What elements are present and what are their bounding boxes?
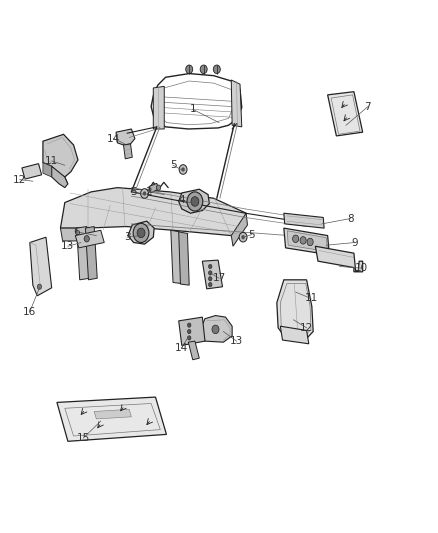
Text: 3: 3 (124, 232, 131, 242)
Text: 14: 14 (107, 134, 120, 143)
Text: 13: 13 (230, 336, 243, 346)
Circle shape (208, 277, 212, 281)
Text: 11: 11 (304, 294, 318, 303)
Circle shape (191, 197, 199, 206)
Polygon shape (179, 232, 189, 285)
Text: 2: 2 (145, 187, 152, 197)
Circle shape (156, 185, 161, 190)
Polygon shape (287, 231, 328, 252)
Circle shape (186, 65, 193, 74)
Circle shape (307, 238, 313, 246)
Circle shape (181, 167, 185, 172)
Polygon shape (315, 246, 363, 272)
Circle shape (37, 284, 42, 289)
Polygon shape (128, 221, 154, 244)
Circle shape (187, 192, 203, 211)
Circle shape (241, 235, 245, 239)
Circle shape (84, 236, 89, 242)
Text: 9: 9 (351, 238, 358, 247)
Text: 14: 14 (175, 343, 188, 352)
Polygon shape (202, 260, 223, 289)
Text: 12: 12 (13, 175, 26, 184)
Circle shape (200, 65, 207, 74)
Circle shape (300, 237, 306, 244)
Polygon shape (43, 134, 78, 177)
Text: 5: 5 (170, 160, 177, 170)
Polygon shape (60, 228, 88, 241)
Polygon shape (153, 86, 164, 129)
Circle shape (239, 232, 247, 242)
Circle shape (187, 336, 191, 340)
Text: 12: 12 (300, 323, 313, 333)
Polygon shape (60, 188, 246, 236)
Circle shape (208, 282, 212, 287)
Text: 16: 16 (23, 307, 36, 317)
Polygon shape (116, 129, 135, 145)
Polygon shape (284, 213, 324, 228)
Polygon shape (231, 80, 242, 127)
Polygon shape (43, 163, 52, 177)
Circle shape (208, 264, 212, 269)
Circle shape (143, 191, 146, 196)
Polygon shape (277, 280, 313, 338)
Polygon shape (30, 237, 52, 296)
Polygon shape (328, 92, 363, 136)
Text: 8: 8 (347, 214, 354, 223)
Polygon shape (85, 227, 97, 280)
Text: 6: 6 (73, 227, 80, 237)
Text: 1: 1 (189, 104, 196, 114)
Circle shape (187, 323, 191, 327)
Circle shape (133, 223, 149, 243)
Circle shape (187, 329, 191, 334)
Polygon shape (124, 144, 132, 159)
Polygon shape (75, 230, 104, 248)
Circle shape (137, 228, 145, 238)
Text: 7: 7 (364, 102, 371, 111)
Polygon shape (179, 189, 209, 213)
Polygon shape (231, 213, 247, 246)
Polygon shape (199, 316, 232, 342)
Polygon shape (284, 228, 329, 255)
Text: 17: 17 (212, 273, 226, 283)
Text: 15: 15 (77, 433, 90, 443)
Polygon shape (57, 397, 166, 441)
Polygon shape (22, 164, 42, 179)
Text: 5: 5 (130, 187, 137, 197)
Text: 11: 11 (45, 156, 58, 166)
Text: 13: 13 (61, 241, 74, 251)
Polygon shape (94, 409, 131, 419)
Circle shape (212, 325, 219, 334)
Polygon shape (188, 341, 199, 360)
Polygon shape (149, 183, 159, 193)
Circle shape (208, 271, 212, 275)
Polygon shape (280, 326, 309, 344)
Text: 10: 10 (355, 263, 368, 273)
Polygon shape (171, 230, 182, 284)
Circle shape (179, 165, 187, 174)
Polygon shape (52, 166, 68, 188)
Text: 5: 5 (248, 230, 255, 239)
Circle shape (293, 235, 299, 243)
Polygon shape (179, 317, 205, 345)
Polygon shape (77, 227, 90, 280)
Circle shape (213, 65, 220, 74)
Text: 4: 4 (178, 195, 185, 205)
Circle shape (141, 189, 148, 198)
